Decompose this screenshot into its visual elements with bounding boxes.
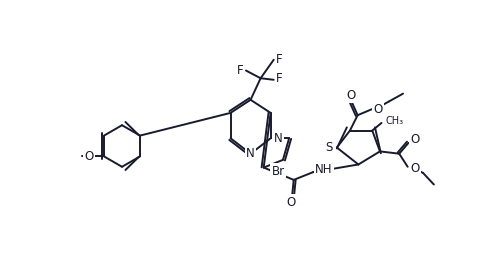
- Text: NH: NH: [316, 163, 333, 176]
- Text: O: O: [287, 196, 296, 209]
- Text: O: O: [374, 103, 383, 116]
- Text: N: N: [246, 147, 255, 160]
- Text: F: F: [276, 53, 283, 66]
- Text: F: F: [237, 64, 243, 77]
- Text: F: F: [276, 72, 283, 85]
- Text: O: O: [84, 150, 93, 163]
- Text: O: O: [346, 89, 355, 102]
- Text: Br: Br: [272, 165, 285, 178]
- Text: CH₃: CH₃: [386, 116, 404, 125]
- Text: S: S: [326, 141, 333, 154]
- Text: O: O: [410, 162, 419, 175]
- Text: N: N: [274, 132, 282, 145]
- Text: O: O: [411, 133, 420, 146]
